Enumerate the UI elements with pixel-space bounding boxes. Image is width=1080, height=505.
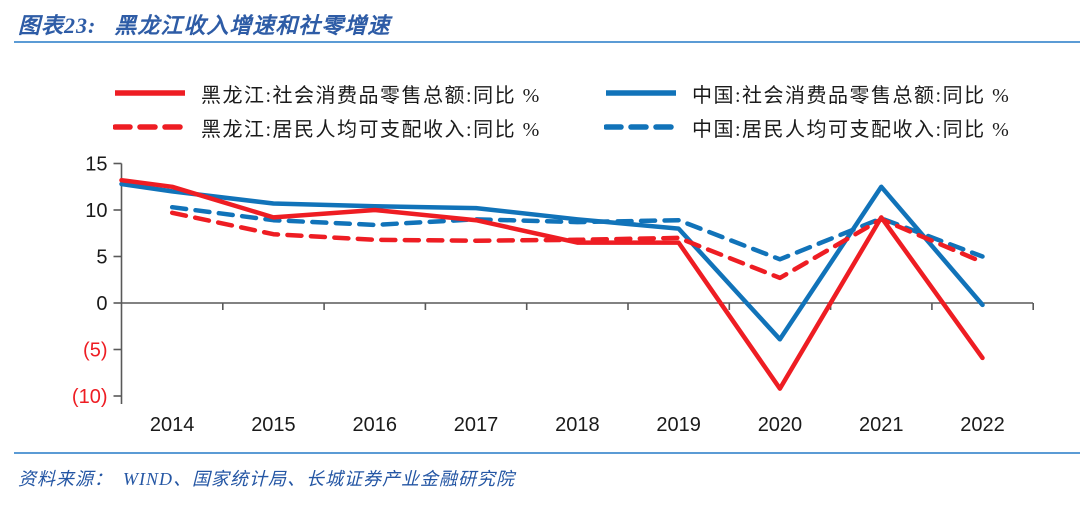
source-note: 资料来源： WIND、国家统计局、长城证券产业金融研究院 [18,465,515,491]
blue-solid-line-marker [606,90,676,96]
svg-text:2022: 2022 [960,414,1005,436]
svg-text:2018: 2018 [555,414,600,436]
chart-axes [113,162,1034,404]
svg-text:10: 10 [85,200,107,222]
x-axis-labels: 2014 2015 2016 2017 2018 2019 2020 2021 2022 [150,414,1005,436]
legend-label: 黑龙江:社会消费品零售总额:同比 % [201,84,541,107]
svg-text:5: 5 [96,247,107,269]
blue-dashed-line-marker [604,124,678,130]
legend-label: 黑龙江:居民人均可支配收入:同比 % [201,118,541,141]
svg-text:2020: 2020 [758,414,803,436]
chart-series-lines [119,177,985,391]
source-list: WIND、国家统计局、长城证券产业金融研究院 [123,469,515,489]
legend-item-hlj-income: 黑龙江:居民人均可支配收入:同比 % [113,115,541,141]
legend-label: 中国:社会消费品零售总额:同比 % [692,84,1011,107]
svg-text:2014: 2014 [150,414,195,436]
svg-text:2016: 2016 [353,414,398,436]
title-divider [14,41,1080,43]
footer-divider [14,452,1080,454]
red-solid-line-marker [115,90,185,96]
svg-text:(5): (5) [83,340,107,362]
legend-item-hlj-retail: 黑龙江:社会消费品零售总额:同比 % [113,81,541,107]
svg-text:2015: 2015 [251,414,296,436]
svg-text:15: 15 [85,154,107,176]
legend-item-china-income: 中国:居民人均可支配收入:同比 % [604,115,1011,141]
svg-text:2019: 2019 [656,414,701,436]
legend-item-china-retail: 中国:社会消费品零售总额:同比 % [604,81,1011,107]
y-axis-labels: 15 10 5 0 (5) (10) [72,154,108,409]
svg-text:2017: 2017 [454,414,499,436]
legend-label: 中国:居民人均可支配收入:同比 % [692,118,1011,141]
source-prefix: 资料来源： [18,469,113,489]
figure-title-text: 黑龙江收入增速和社零增速 [114,13,391,38]
svg-text:(10): (10) [72,386,108,408]
svg-text:2021: 2021 [859,414,904,436]
figure-title: 图表23: 黑龙江收入增速和社零增速 [18,8,390,40]
red-dashed-line-marker [113,124,187,130]
figure-number: 图表23: [18,13,97,38]
svg-text:0: 0 [96,293,107,315]
